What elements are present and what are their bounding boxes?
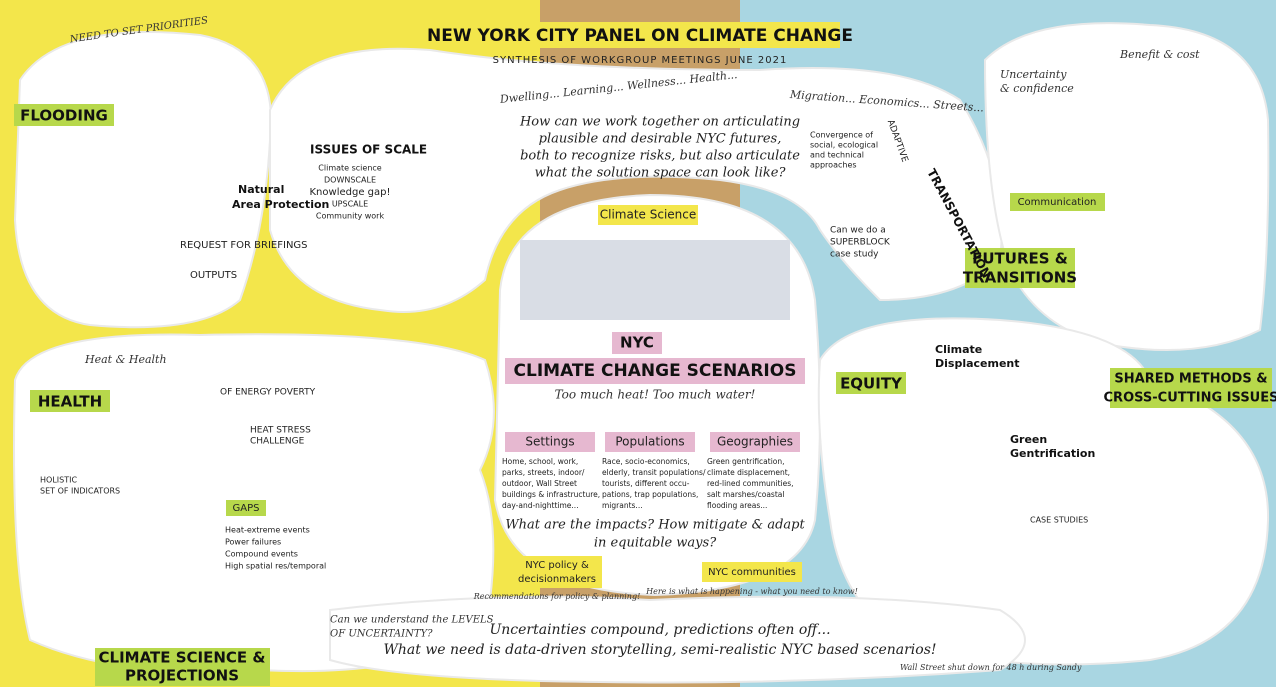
column-text: flooding areas... bbox=[707, 501, 767, 510]
tagline: Too much heat! Too much water! bbox=[555, 388, 756, 402]
note: CASE STUDIES bbox=[1030, 516, 1088, 525]
column-title: Populations bbox=[615, 435, 684, 449]
column-text: day-and-nighttime... bbox=[502, 501, 579, 510]
policy: decisionmakers bbox=[518, 574, 596, 585]
note: HEAT STRESS bbox=[250, 426, 311, 436]
note: Natural bbox=[238, 183, 284, 196]
section-health: HEALTH bbox=[38, 393, 102, 411]
note: SET OF INDICATORS bbox=[40, 487, 120, 496]
scale-item: UPSCALE bbox=[332, 200, 368, 209]
column-text: climate displacement, bbox=[707, 468, 790, 477]
columns: Settings Home, school, work, parks, street… bbox=[502, 432, 800, 510]
subtitle: SYNTHESIS OF WORKGROUP MEETINGS JUNE 202… bbox=[493, 55, 788, 66]
section-climate-science: CLIMATE SCIENCE & bbox=[99, 649, 266, 667]
note: ISSUES OF SCALE bbox=[310, 143, 427, 157]
question: both to recognize risks, but also articu… bbox=[520, 149, 800, 164]
note: approaches bbox=[810, 161, 857, 170]
climate-science-label: Climate Science bbox=[600, 208, 697, 222]
question: How can we work together on articulating bbox=[519, 115, 800, 130]
note: social, ecological bbox=[810, 141, 878, 150]
note: case study bbox=[830, 250, 879, 260]
policy: NYC policy & bbox=[525, 560, 589, 571]
graphic-recording: NEW YORK CITY PANEL ON CLIMATE CHANGE SY… bbox=[0, 0, 1276, 687]
note: CHALLENGE bbox=[250, 437, 305, 447]
note: Gentrification bbox=[1010, 447, 1095, 460]
column-text: outdoor, Wall Street bbox=[502, 479, 577, 488]
column-text: Race, socio-economics, bbox=[602, 457, 690, 466]
note: REQUEST FOR BRIEFINGS bbox=[180, 240, 308, 251]
policy-note: Recommendations for policy & planning! bbox=[473, 592, 641, 601]
scale-item: Community work bbox=[316, 212, 385, 221]
section-flooding: FLOODING bbox=[20, 107, 108, 125]
note: OF ENERGY POVERTY bbox=[220, 388, 316, 398]
note: Displacement bbox=[935, 357, 1020, 370]
flooding-blob bbox=[15, 32, 271, 327]
note: & confidence bbox=[1000, 82, 1074, 95]
note: and technical bbox=[810, 151, 864, 160]
note: OF UNCERTAINTY? bbox=[330, 629, 433, 640]
scale-item: Knowledge gap! bbox=[310, 187, 391, 198]
scale-item: DOWNSCALE bbox=[324, 176, 376, 185]
note: OUTPUTS bbox=[190, 270, 237, 281]
bottom-line: Uncertainties compound, predictions ofte… bbox=[489, 622, 830, 638]
note: Climate bbox=[935, 343, 982, 356]
note: Uncertainty bbox=[1000, 68, 1067, 81]
note: Area Protection bbox=[232, 198, 329, 211]
impacts: in equitable ways? bbox=[594, 536, 717, 551]
column-text: tourists, different occu- bbox=[602, 479, 690, 488]
column-text: migrants... bbox=[602, 501, 643, 510]
note: Benefit & cost bbox=[1119, 48, 1200, 61]
column-text: Green gentrification, bbox=[707, 457, 785, 466]
question: what the solution space can look like? bbox=[535, 166, 787, 181]
column-title: Geographies bbox=[717, 435, 793, 449]
section-equity: EQUITY bbox=[840, 375, 903, 393]
skyline bbox=[520, 240, 790, 320]
note: Convergence of bbox=[810, 131, 873, 140]
bottom-line: What we need is data-driven storytelling… bbox=[383, 642, 936, 658]
column-text: Home, school, work, bbox=[502, 457, 578, 466]
note: HOLISTIC bbox=[40, 476, 77, 485]
column-text: buildings & infrastructure, bbox=[502, 490, 600, 499]
section-climate-science: PROJECTIONS bbox=[125, 667, 239, 685]
note: SUPERBLOCK bbox=[830, 238, 891, 248]
scenarios: CLIMATE CHANGE SCENARIOS bbox=[514, 361, 797, 381]
column-title: Settings bbox=[525, 435, 574, 449]
scale-item: Climate science bbox=[318, 164, 382, 173]
column-text: salt marshes/coastal bbox=[707, 490, 784, 499]
note: Green bbox=[1010, 433, 1047, 446]
gap-item: Heat-extreme events bbox=[225, 526, 310, 535]
note: Communication bbox=[1018, 197, 1097, 208]
communities-note: Here is what is happening - what you nee… bbox=[645, 587, 858, 596]
gap-item: High spatial res/temporal bbox=[225, 562, 326, 571]
title: NEW YORK CITY PANEL ON CLIMATE CHANGE bbox=[427, 26, 853, 46]
impacts: What are the impacts? How mitigate & ada… bbox=[505, 518, 805, 533]
section-shared: CROSS-CUTTING ISSUES bbox=[1104, 391, 1276, 406]
column-text: parks, streets, indoor/ bbox=[502, 468, 585, 477]
question: plausible and desirable NYC futures, bbox=[539, 132, 782, 147]
page: {"header": {"title": "NEW YORK CITY PANE… bbox=[0, 0, 1276, 687]
note: GAPS bbox=[233, 503, 260, 514]
note: Can we understand the LEVELS bbox=[330, 615, 494, 626]
nyc: NYC bbox=[620, 334, 654, 352]
gap-item: Compound events bbox=[225, 550, 298, 559]
gap-item: Power failures bbox=[225, 538, 281, 547]
section-shared: SHARED METHODS & bbox=[1114, 372, 1267, 387]
note: Can we do a bbox=[830, 226, 886, 236]
bottom-note: Wall Street shut down for 48 h during Sa… bbox=[900, 663, 1082, 672]
column-text: elderly, transit populations/ bbox=[602, 468, 706, 477]
note: Heat & Health bbox=[84, 353, 167, 366]
column-text: pations, trap populations, bbox=[602, 490, 698, 499]
column-text: red-lined communities, bbox=[707, 479, 794, 488]
communities: NYC communities bbox=[708, 567, 796, 578]
